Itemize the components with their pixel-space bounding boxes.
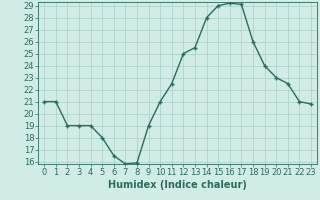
- X-axis label: Humidex (Indice chaleur): Humidex (Indice chaleur): [108, 180, 247, 190]
